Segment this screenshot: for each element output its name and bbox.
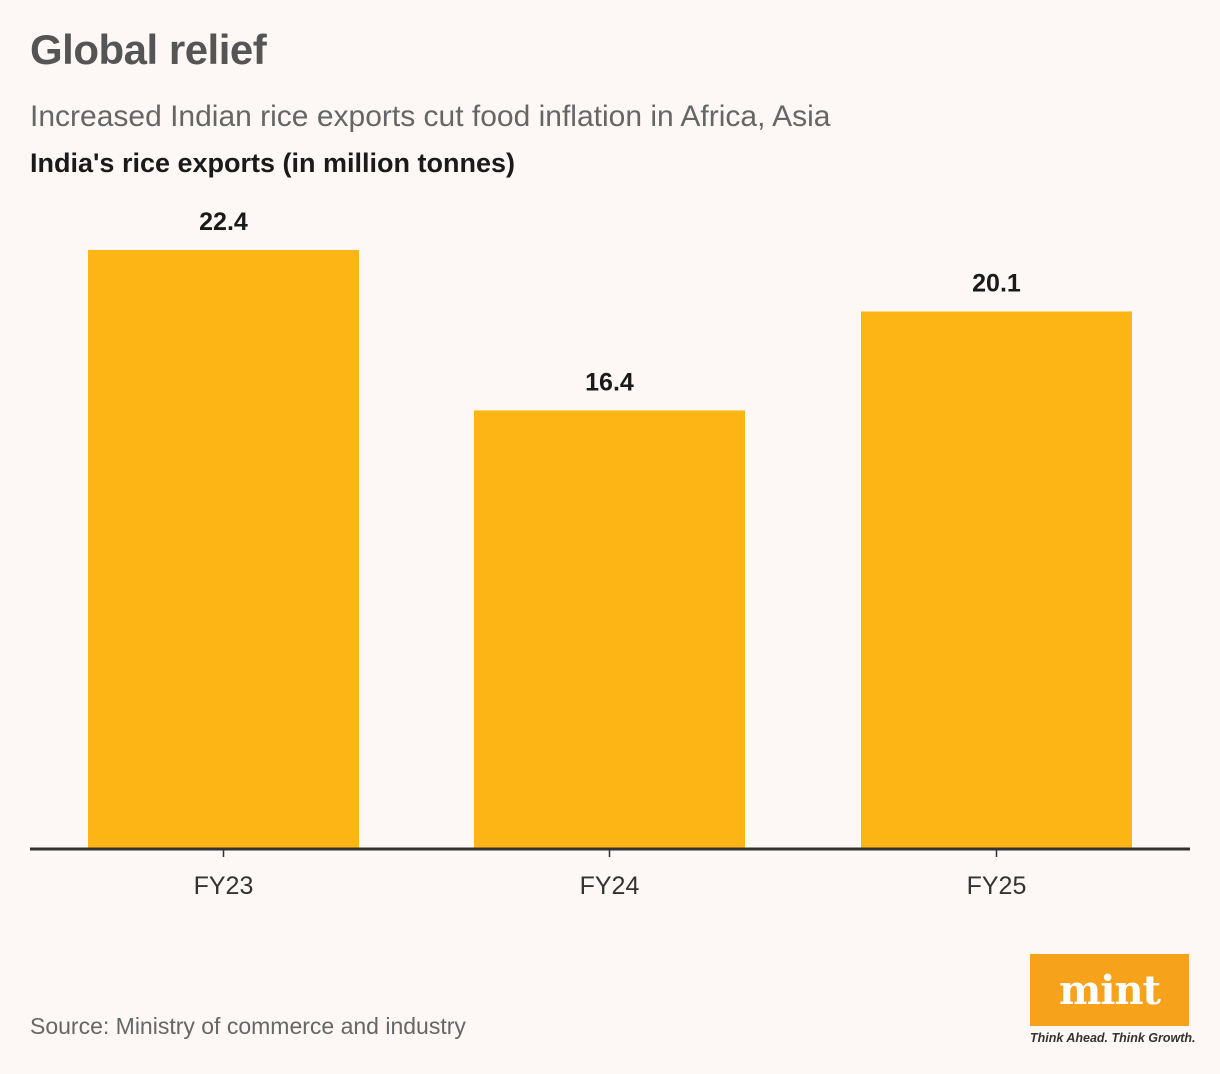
data-label-fy25: 20.1 <box>972 270 1021 298</box>
bar-fy25 <box>861 311 1132 849</box>
mint-logo: mint <box>1030 954 1189 1026</box>
x-tick-label-fy24: FY24 <box>580 872 640 900</box>
mint-tagline: Think Ahead. Think Growth. <box>1030 1031 1196 1045</box>
data-label-fy23: 22.4 <box>199 208 248 236</box>
source-note: Source: Ministry of commerce and industr… <box>30 1013 466 1039</box>
mint-logo-word: mint <box>1058 966 1161 1014</box>
data-label-fy24: 16.4 <box>585 368 634 396</box>
x-tick-label-fy23: FY23 <box>194 872 254 900</box>
x-tick-label-fy25: FY25 <box>967 872 1027 900</box>
bar-fy24 <box>474 410 745 849</box>
bar-fy23 <box>88 250 359 849</box>
chart-subtitle: Increased Indian rice exports cut food i… <box>30 100 831 133</box>
y-axis-label: India's rice exports (in million tonnes) <box>30 148 515 178</box>
chart-title: Global relief <box>30 26 267 73</box>
